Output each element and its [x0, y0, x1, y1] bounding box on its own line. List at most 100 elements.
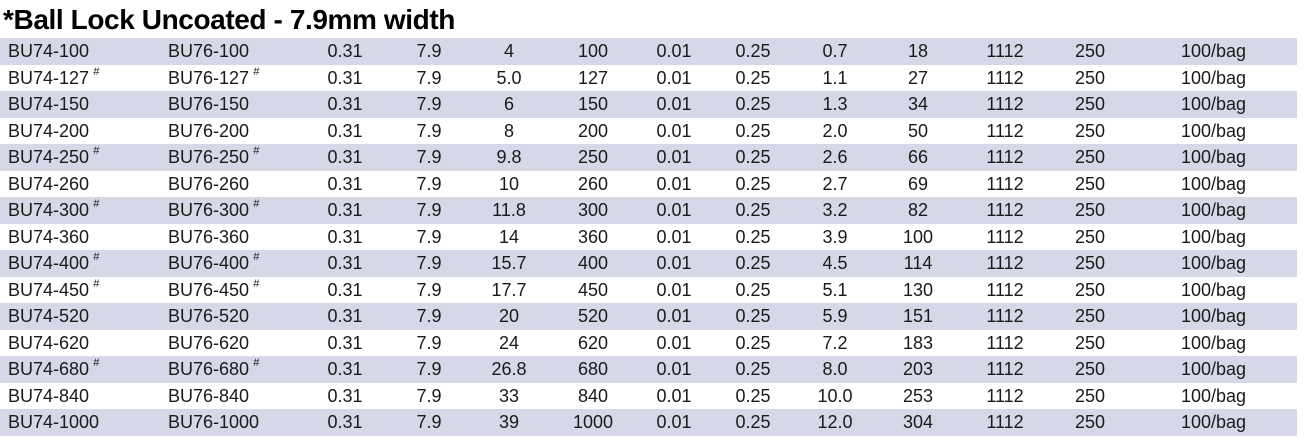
value-cell: 27 [907, 67, 929, 88]
part-number-cell: BU74-260 [0, 175, 160, 193]
hash-flag: # [253, 65, 260, 78]
value-cell: 360 [577, 226, 609, 247]
value-cell: 0.01 [656, 253, 692, 274]
value-cell: 100/bag [1180, 226, 1247, 247]
part-number-cell: BU76-300 # [160, 199, 300, 220]
value-cell: 20 [498, 306, 520, 327]
hash-flag: # [93, 251, 100, 264]
value-cell: 69 [907, 173, 929, 194]
value-cell: 1112 [986, 120, 1024, 141]
value-cell: 1.1 [822, 67, 848, 88]
value-cell: 0.01 [656, 41, 692, 62]
part-number-cell: BU74-200 [0, 122, 160, 140]
value-cell: 82 [907, 200, 929, 221]
value-cell: 260 [577, 173, 609, 194]
value-cell: 114 [903, 253, 933, 274]
value-cell: 0.25 [735, 412, 771, 433]
value-cell: 100/bag [1180, 359, 1247, 380]
part-number-cell: BU76-100 [160, 42, 300, 60]
part-number: BU74-620 [8, 332, 90, 353]
part-number-cell: BU76-260 [160, 175, 300, 193]
part-number-cell: BU76-680 # [160, 357, 300, 379]
part-number-cell: BU74-150 [0, 95, 160, 113]
value-cell: 250 [1074, 147, 1106, 168]
value-cell: 0.25 [735, 94, 771, 115]
part-number-cell: BU74-520 [0, 307, 160, 325]
value-cell: 0.31 [327, 41, 363, 62]
part-number-cell: BU74-840 [0, 387, 160, 405]
value-cell: 1112 [986, 67, 1024, 88]
value-cell: 0.25 [735, 120, 771, 141]
value-cell: 250 [1074, 173, 1106, 194]
value-cell: 0.25 [735, 359, 771, 380]
value-cell: 250 [1074, 67, 1106, 88]
value-cell: 0.31 [327, 412, 363, 433]
value-cell: 400 [577, 253, 609, 274]
part-number: BU76-150 [168, 94, 250, 115]
table-row: BU74-150 BU76-150 0.31 7.9 6 150 0.01 0.25 1.3 34… [0, 91, 1297, 118]
value-cell: 203 [902, 359, 934, 380]
value-cell: 100/bag [1180, 41, 1247, 62]
value-cell: 11.8 [492, 200, 526, 221]
value-cell: 7.9 [416, 120, 442, 141]
table-row: BU74-200 BU76-200 0.31 7.9 8 200 0.01 0.25 2.0 50… [0, 117, 1297, 145]
value-cell: 250 [1074, 306, 1106, 327]
value-cell: 100 [577, 41, 609, 62]
value-cell: 100/bag [1180, 412, 1247, 433]
part-number: BU74-127 [8, 67, 90, 88]
value-cell: 0.25 [735, 147, 771, 168]
part-number: BU76-620 [168, 332, 250, 353]
value-cell: 1112 [986, 200, 1024, 221]
value-cell: 66 [907, 147, 929, 168]
part-number-cell: BU74-250 # [0, 146, 160, 168]
value-cell: 253 [902, 385, 934, 406]
part-number-cell: BU76-150 [160, 95, 300, 113]
value-cell: 9.8 [496, 147, 522, 168]
value-cell: 250 [1074, 200, 1106, 221]
value-cell: 10.0 [817, 385, 853, 406]
value-cell: 2.6 [822, 147, 848, 168]
value-cell: 0.25 [735, 253, 771, 274]
hash-flag: # [93, 277, 100, 290]
hash-flag: # [253, 145, 260, 158]
value-cell: 0.31 [327, 173, 363, 194]
value-cell: 100/bag [1180, 385, 1247, 406]
part-number: BU74-840 [8, 385, 90, 406]
part-number: BU76-250 [168, 147, 250, 168]
value-cell: 0.25 [735, 332, 771, 353]
value-cell: 6 [503, 94, 514, 115]
value-cell: 0.31 [327, 332, 363, 353]
value-cell: 100/bag [1180, 306, 1247, 327]
value-cell: 7.9 [416, 385, 442, 406]
value-cell: 7.9 [416, 306, 442, 327]
value-cell: 620 [577, 332, 609, 353]
value-cell: 7.9 [416, 226, 442, 247]
value-cell: 0.01 [656, 385, 692, 406]
parts-table-body: BU74-100 BU76-100 0.31 7.9 4 100 0.01 0.25 0.7 18… [0, 38, 1297, 436]
value-cell: 100/bag [1180, 200, 1247, 221]
value-cell: 250 [1074, 253, 1106, 274]
table-row: BU74-450 # BU76-450 #0.31 7.9 17.7 450 0.01 0.25… [0, 276, 1297, 304]
value-cell: 0.31 [327, 306, 363, 327]
value-cell: 8.0 [822, 359, 848, 380]
value-cell: 183 [902, 332, 934, 353]
hash-flag: # [253, 357, 260, 370]
value-cell: 100/bag [1180, 147, 1247, 168]
value-cell: 0.01 [656, 226, 692, 247]
value-cell: 0.25 [735, 385, 771, 406]
part-number-cell: BU74-450 # [0, 277, 160, 299]
value-cell: 300 [577, 200, 609, 221]
part-number-cell: BU74-400 # [0, 251, 160, 273]
value-cell: 0.31 [327, 147, 363, 168]
value-cell: 0.01 [656, 200, 692, 221]
part-number: BU74-250 [8, 147, 90, 168]
part-number: BU74-260 [8, 173, 90, 194]
value-cell: 0.01 [656, 147, 692, 168]
value-cell: 7.9 [416, 253, 442, 274]
section-title: *Ball Lock Uncoated - 7.9mm width [3, 4, 455, 35]
value-cell: 0.01 [656, 173, 692, 194]
table-row: BU74-300 # BU76-300 #0.31 7.9 11.8 300 0.01 0.25… [0, 197, 1297, 224]
value-cell: 0.01 [656, 412, 692, 433]
part-number: BU76-260 [168, 173, 250, 194]
